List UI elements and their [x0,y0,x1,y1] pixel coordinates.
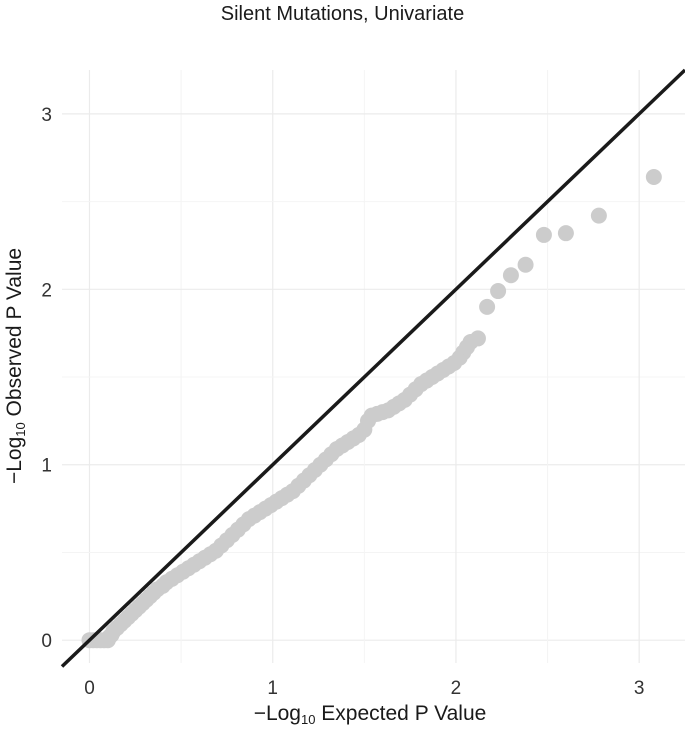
x-tick-label: 0 [84,678,95,699]
x-tick-label: 1 [267,678,278,699]
y-tick-label: 3 [41,105,52,126]
data-point [535,226,552,243]
data-point [590,207,607,224]
data-point [479,298,496,315]
data-points [81,169,662,649]
y-axis-label: −Log10 Observed P Value [3,247,28,485]
chart-title: Silent Mutations, Univariate [220,3,465,25]
x-tick-label: 3 [634,678,645,699]
data-point [490,283,507,300]
x-axis-label: −Log10 Expected P Value [253,702,487,727]
x-tick-label: 2 [451,678,462,699]
data-point [557,225,574,242]
data-point [502,267,519,284]
data-point [469,330,486,347]
reference-line-group [60,68,685,668]
y-tick-label: 1 [41,456,52,477]
reference-line [60,68,685,668]
data-point [517,256,534,273]
y-tick-label: 0 [41,631,52,652]
tick-labels: 0 1 2 3 0 1 2 3 [41,105,644,699]
y-tick-label: 2 [41,280,52,301]
data-point [645,169,662,186]
